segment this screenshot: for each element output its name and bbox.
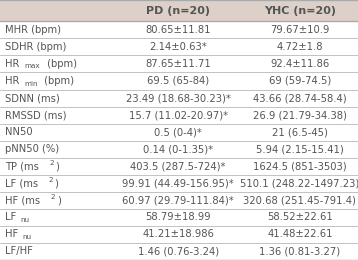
Text: YHC (n=20): YHC (n=20) [264, 6, 336, 16]
Text: max: max [24, 63, 39, 69]
Text: 58.52±22.61: 58.52±22.61 [267, 212, 333, 222]
Bar [0, 0, 358, 21]
Text: 58.79±18.99: 58.79±18.99 [145, 212, 211, 222]
Text: 15.7 (11.02-20.97)*: 15.7 (11.02-20.97)* [129, 110, 228, 120]
Text: 2.14±0.63*: 2.14±0.63* [149, 42, 207, 52]
Text: 41.48±22.61: 41.48±22.61 [267, 229, 333, 239]
Text: MHR (bpm): MHR (bpm) [5, 25, 61, 35]
Text: 2: 2 [48, 177, 53, 183]
Text: min: min [24, 81, 38, 87]
Text: 403.5 (287.5-724)*: 403.5 (287.5-724)* [130, 161, 226, 171]
Text: 0.5 (0-4)*: 0.5 (0-4)* [154, 127, 202, 137]
Text: 92.4±11.86: 92.4±11.86 [270, 59, 329, 69]
Text: 23.49 (18.68-30.23)*: 23.49 (18.68-30.23)* [126, 93, 231, 103]
Text: SDHR (bpm): SDHR (bpm) [5, 42, 67, 52]
Text: LF: LF [5, 212, 16, 222]
Text: LF (ms: LF (ms [5, 178, 39, 188]
Text: (bpm): (bpm) [44, 59, 77, 69]
Text: ): ) [57, 195, 61, 205]
Text: RMSSD (ms): RMSSD (ms) [5, 110, 67, 120]
Text: PD (n=20): PD (n=20) [146, 6, 210, 16]
Text: 1.36 (0.81-3.27): 1.36 (0.81-3.27) [259, 246, 340, 256]
Text: 2: 2 [49, 160, 54, 166]
Text: HF (ms: HF (ms [5, 195, 40, 205]
Text: 1.46 (0.76-3.24): 1.46 (0.76-3.24) [137, 246, 219, 256]
Text: ): ) [54, 178, 58, 188]
Text: 320.68 (251.45-791.4): 320.68 (251.45-791.4) [243, 195, 356, 205]
Text: HF: HF [5, 229, 19, 239]
Text: NN50: NN50 [5, 127, 33, 137]
Text: 510.1 (248.22-1497.23): 510.1 (248.22-1497.23) [240, 178, 358, 188]
Text: 2: 2 [51, 194, 55, 200]
Text: (bpm): (bpm) [41, 76, 74, 86]
Text: LF/HF: LF/HF [5, 246, 33, 256]
Text: 26.9 (21.79-34.38): 26.9 (21.79-34.38) [253, 110, 347, 120]
Text: 80.65±11.81: 80.65±11.81 [145, 25, 211, 35]
Text: nu: nu [20, 217, 29, 223]
Text: 1624.5 (851-3503): 1624.5 (851-3503) [253, 161, 347, 171]
Text: 43.66 (28.74-58.4): 43.66 (28.74-58.4) [253, 93, 347, 103]
Text: 21 (6.5-45): 21 (6.5-45) [272, 127, 328, 137]
Text: 69.5 (65-84): 69.5 (65-84) [147, 76, 209, 86]
Text: 69 (59-74.5): 69 (59-74.5) [269, 76, 331, 86]
Text: pNN50 (%): pNN50 (%) [5, 144, 59, 154]
Text: 4.72±1.8: 4.72±1.8 [277, 42, 323, 52]
Text: 87.65±11.71: 87.65±11.71 [145, 59, 211, 69]
Text: nu: nu [23, 234, 32, 240]
Text: 79.67±10.9: 79.67±10.9 [270, 25, 329, 35]
Text: 0.14 (0-1.35)*: 0.14 (0-1.35)* [143, 144, 213, 154]
Text: 5.94 (2.15-15.41): 5.94 (2.15-15.41) [256, 144, 344, 154]
Text: 99.91 (44.49-156.95)*: 99.91 (44.49-156.95)* [122, 178, 234, 188]
Text: SDNN (ms): SDNN (ms) [5, 93, 60, 103]
Text: ): ) [55, 161, 59, 171]
Text: HR: HR [5, 59, 20, 69]
Text: TP (ms: TP (ms [5, 161, 39, 171]
Text: 41.21±18.986: 41.21±18.986 [142, 229, 214, 239]
Text: HR: HR [5, 76, 20, 86]
Text: 60.97 (29.79-111.84)*: 60.97 (29.79-111.84)* [122, 195, 234, 205]
